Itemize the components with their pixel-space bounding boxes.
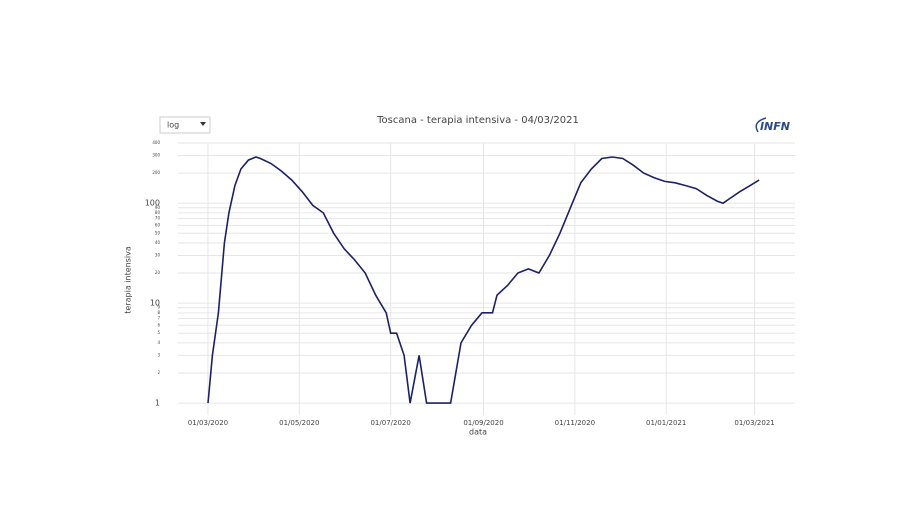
data-line	[207, 156, 760, 404]
y-tick-label: 9	[157, 305, 160, 310]
y-tick-label: 400	[152, 140, 160, 145]
scale-selector[interactable]: log	[159, 116, 211, 134]
y-tick-label: 100	[145, 199, 160, 208]
y-tick-label: 7	[157, 316, 160, 321]
y-tick-label: 4	[157, 340, 160, 345]
x-tick-label: 01/05/2020	[279, 419, 319, 427]
x-tick-label: 01/09/2020	[463, 419, 503, 427]
dropdown-box[interactable]	[159, 116, 211, 134]
y-tick-label: 90	[155, 205, 161, 210]
y-tick-label: 2	[157, 370, 160, 375]
y-tick-label: 20	[155, 270, 161, 275]
y-tick-label: 50	[155, 230, 161, 235]
y-tick-label: 10	[150, 299, 160, 308]
y-tick-label: 200	[152, 170, 160, 175]
y-axis-label: terapia intensiva	[124, 246, 133, 314]
y-tick-label: 80	[155, 210, 161, 215]
y-tick-label: 1	[155, 399, 160, 408]
y-tick-label: 300	[152, 152, 160, 157]
y-tick-label: 3	[157, 352, 160, 357]
x-tick-label: 01/01/2021	[646, 419, 686, 427]
y-tick-label: 70	[155, 216, 161, 221]
chart-title: Toscana - terapia intensiva - 04/03/2021	[376, 115, 579, 126]
dropdown-label[interactable]: log	[167, 121, 179, 130]
logo: INFN	[760, 120, 790, 133]
x-axis-label: data	[469, 428, 487, 437]
dropdown-arrow[interactable]	[200, 122, 206, 126]
x-tick-label: 01/07/2020	[370, 419, 410, 427]
x-tick-label: 01/03/2020	[188, 419, 228, 427]
x-tick-label: 01/11/2020	[555, 419, 595, 427]
x-tick-label: 01/03/2021	[734, 419, 774, 427]
y-tick-label: 60	[155, 222, 161, 227]
y-tick-label: 5	[157, 330, 160, 335]
y-tick-label: 30	[155, 252, 161, 257]
y-tick-label: 40	[155, 240, 161, 245]
y-tick-label: 8	[157, 310, 160, 315]
y-tick-label: 6	[157, 322, 160, 327]
logo-swoosh	[755, 117, 767, 133]
